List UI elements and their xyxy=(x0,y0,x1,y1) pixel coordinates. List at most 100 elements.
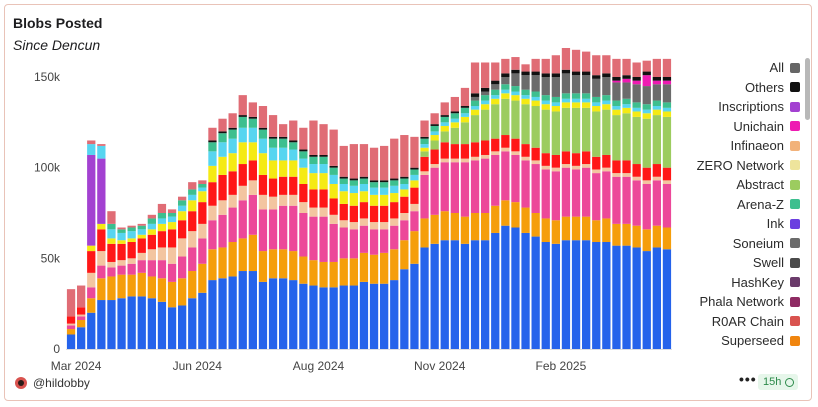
bar-segment[interactable] xyxy=(238,200,247,239)
bar-segment[interactable] xyxy=(238,238,247,272)
bar-segment[interactable] xyxy=(642,75,651,87)
bar-segment[interactable] xyxy=(390,202,399,219)
bar-segment[interactable] xyxy=(652,80,661,85)
bar-segment[interactable] xyxy=(380,229,389,253)
bar-segment[interactable] xyxy=(632,107,641,112)
bar-segment[interactable] xyxy=(642,183,651,230)
bar-segment[interactable] xyxy=(521,156,530,161)
bar-segment[interactable] xyxy=(511,69,520,74)
bar-segment[interactable] xyxy=(178,238,187,257)
bar-segment[interactable] xyxy=(339,285,348,349)
bar-segment[interactable] xyxy=(208,249,217,281)
bar-segment[interactable] xyxy=(491,138,500,152)
bar-segment[interactable] xyxy=(258,129,268,139)
bar-segment[interactable] xyxy=(420,120,429,137)
bar-segment[interactable] xyxy=(289,194,298,206)
bar-segment[interactable] xyxy=(329,174,338,184)
bar-segment[interactable] xyxy=(238,127,247,143)
bar-segment[interactable] xyxy=(107,229,116,239)
bar-segment[interactable] xyxy=(319,189,328,208)
bar-segment[interactable] xyxy=(430,164,439,168)
bar-segment[interactable] xyxy=(491,205,500,233)
bar-segment[interactable] xyxy=(349,178,358,181)
legend-item[interactable]: Ink xyxy=(767,214,800,233)
bar-segment[interactable] xyxy=(531,160,540,165)
bar-segment[interactable] xyxy=(369,254,379,284)
bar-segment[interactable] xyxy=(400,196,409,213)
bar-segment[interactable] xyxy=(238,95,247,116)
bar-segment[interactable] xyxy=(531,164,540,213)
bar-segment[interactable] xyxy=(642,229,651,252)
bar-segment[interactable] xyxy=(592,102,601,107)
bar-segment[interactable] xyxy=(279,147,288,161)
bar-segment[interactable] xyxy=(66,323,76,326)
bar-segment[interactable] xyxy=(349,222,358,230)
bar-segment[interactable] xyxy=(450,162,459,213)
bar-segment[interactable] xyxy=(602,218,611,243)
bar-segment[interactable] xyxy=(632,102,641,108)
bar-segment[interactable] xyxy=(309,156,318,165)
bar-segment[interactable] xyxy=(632,84,641,103)
legend-item[interactable]: Abstract xyxy=(736,175,800,194)
bar-segment[interactable] xyxy=(501,225,510,349)
bar-segment[interactable] xyxy=(420,156,429,172)
bar-segment[interactable] xyxy=(390,178,399,181)
bar-segment[interactable] xyxy=(511,202,520,228)
bar-segment[interactable] xyxy=(127,258,136,264)
bar-segment[interactable] xyxy=(612,77,621,81)
bar-segment[interactable] xyxy=(369,180,379,183)
bar-segment[interactable] xyxy=(460,158,470,163)
bar-segment[interactable] xyxy=(390,225,399,250)
bar-segment[interactable] xyxy=(178,256,187,279)
bar-segment[interactable] xyxy=(420,147,429,152)
bar-segment[interactable] xyxy=(390,138,399,179)
bar-segment[interactable] xyxy=(612,58,621,77)
bar-segment[interactable] xyxy=(359,144,369,177)
bar-segment[interactable] xyxy=(571,169,581,217)
bar-segment[interactable] xyxy=(571,102,581,108)
bar-segment[interactable] xyxy=(481,140,490,155)
bar-segment[interactable] xyxy=(531,236,540,349)
bar-segment[interactable] xyxy=(511,91,520,96)
bar-segment[interactable] xyxy=(127,296,136,349)
bar-segment[interactable] xyxy=(481,104,490,110)
bar-segment[interactable] xyxy=(460,87,470,107)
bar-segment[interactable] xyxy=(531,106,540,148)
bar-segment[interactable] xyxy=(561,69,571,74)
bar-segment[interactable] xyxy=(228,207,237,243)
bar-segment[interactable] xyxy=(470,62,480,94)
bar-segment[interactable] xyxy=(359,218,369,226)
bar-segment[interactable] xyxy=(369,283,379,349)
bar-segment[interactable] xyxy=(66,289,76,317)
bar-segment[interactable] xyxy=(137,260,146,273)
bar-segment[interactable] xyxy=(218,131,227,134)
bar-segment[interactable] xyxy=(218,247,227,279)
bar-segment[interactable] xyxy=(592,78,601,97)
bar-segment[interactable] xyxy=(339,183,348,192)
bar-segment[interactable] xyxy=(521,95,530,99)
bar-segment[interactable] xyxy=(167,229,177,248)
bar-segment[interactable] xyxy=(521,75,530,90)
bar-segment[interactable] xyxy=(248,160,257,181)
bar-segment[interactable] xyxy=(117,240,126,244)
bar-segment[interactable] xyxy=(137,252,146,261)
bar-segment[interactable] xyxy=(127,225,136,228)
bar-segment[interactable] xyxy=(97,229,106,252)
bar-segment[interactable] xyxy=(420,247,429,349)
bar-segment[interactable] xyxy=(521,71,530,76)
bar-segment[interactable] xyxy=(228,153,237,172)
bar-segment[interactable] xyxy=(268,115,278,137)
bar-segment[interactable] xyxy=(582,102,591,108)
bar-segment[interactable] xyxy=(77,327,86,349)
bar-segment[interactable] xyxy=(380,180,389,183)
bar-segment[interactable] xyxy=(440,125,449,132)
bar-segment[interactable] xyxy=(147,218,156,224)
bar-segment[interactable] xyxy=(208,151,217,166)
bar-segment[interactable] xyxy=(147,223,156,230)
bar-segment[interactable] xyxy=(349,185,358,194)
bar-segment[interactable] xyxy=(501,58,510,74)
bar-segment[interactable] xyxy=(440,240,449,349)
bar-segment[interactable] xyxy=(218,156,227,175)
bar-segment[interactable] xyxy=(582,107,591,152)
bar-segment[interactable] xyxy=(551,96,560,103)
